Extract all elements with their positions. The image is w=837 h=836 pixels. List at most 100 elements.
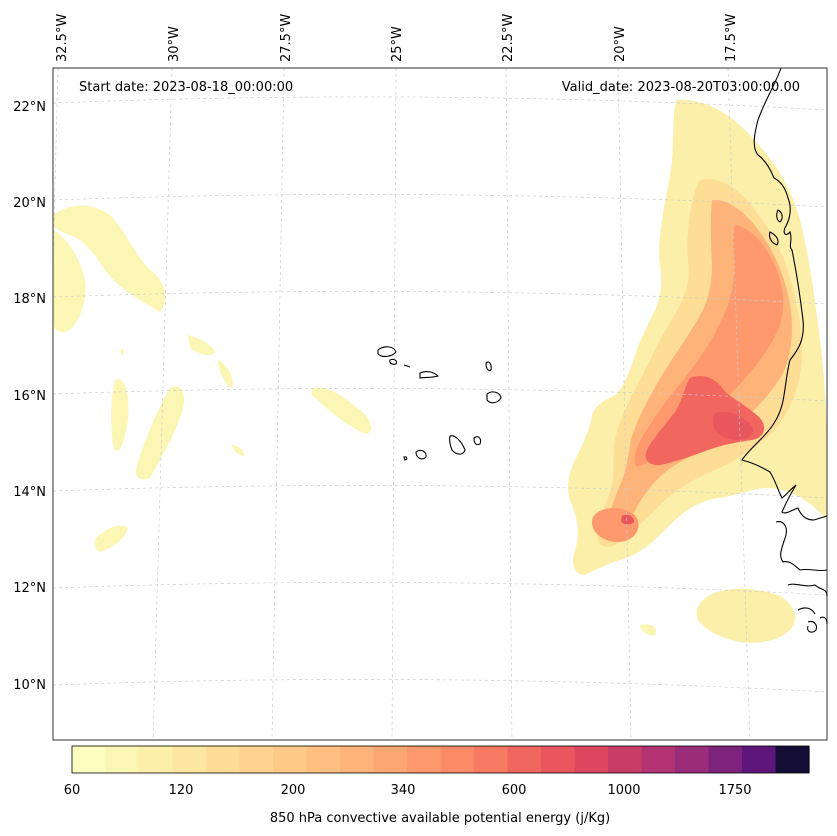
lat-label-12n: 12°N — [13, 581, 46, 596]
cape-patch-west-10 — [120, 348, 124, 356]
colorbar-ticks: 60 120 200 340 600 1000 1750 — [64, 783, 752, 798]
colorbar-swatch — [742, 746, 777, 773]
lat-label-18n: 18°N — [13, 292, 46, 307]
colorbar-tick-120: 120 — [169, 783, 194, 798]
island-sal — [485, 361, 492, 372]
cape-plume-south-2 — [640, 624, 657, 636]
colorbar-swatch — [641, 746, 676, 773]
meridian-17.5w — [727, 67, 751, 741]
meridian-27.5w — [271, 67, 285, 741]
lon-label-27.5w: 27.5°W — [279, 14, 294, 62]
coast-detail-1 — [776, 209, 783, 223]
parallel-10n — [52, 679, 828, 693]
cape-patch-west-8 — [94, 525, 128, 552]
colorbar-swatch — [507, 746, 542, 773]
meridian-32.5w — [52, 67, 59, 261]
colorbar-tick-200: 200 — [281, 783, 306, 798]
coastlines — [377, 67, 828, 633]
lat-label-22n: 22°N — [13, 100, 46, 115]
island-fogo — [415, 449, 427, 460]
cape-patch-west-2 — [53, 230, 86, 333]
colorbar-swatch — [139, 746, 174, 773]
colorbar-swatch — [105, 746, 140, 773]
cape-plume-l6b — [621, 514, 634, 525]
valid-date-label: Valid_date: 2023-08-20T03:00:00.00 — [562, 80, 800, 95]
cape-patch-west-6 — [218, 360, 233, 388]
meridian-22.5w — [505, 67, 513, 741]
colorbar-tick-1750: 1750 — [718, 783, 751, 798]
parallel-22n — [52, 96, 828, 111]
map-frame — [52, 67, 828, 741]
cape-plume-l4 — [634, 225, 784, 467]
meridian-25w — [391, 67, 397, 741]
island-boa-vista — [486, 391, 502, 404]
colorbar-swatch — [306, 746, 341, 773]
colorbar-tick-600: 600 — [502, 783, 527, 798]
colorbar-swatch — [239, 746, 274, 773]
cape-patch-west-7 — [312, 387, 372, 434]
coast-detail-2 — [768, 231, 779, 246]
cape-plume-l5 — [645, 375, 765, 466]
africa-coast-2 — [775, 521, 828, 572]
cape-plume-l6 — [713, 411, 754, 440]
colorbar-tick-340: 340 — [391, 783, 416, 798]
lat-label-10n: 10°N — [13, 678, 46, 693]
colorbar-swatch — [72, 746, 107, 773]
colorbar: 60 120 200 340 600 1000 1750 850 hPa con… — [64, 745, 810, 826]
island-santiago — [449, 435, 466, 455]
longitude-labels: 32.5°W 30°W 27.5°W 25°W 22.5°W 20°W 17.5… — [55, 14, 739, 62]
colorbar-swatches — [72, 746, 810, 773]
colorbar-swatch — [474, 746, 509, 773]
start-date-label: Start date: 2023-08-18_00:00:00 — [79, 80, 293, 95]
cape-patch-west-9 — [232, 445, 245, 456]
colorbar-swatch — [206, 746, 241, 773]
lon-label-30w: 30°W — [167, 26, 182, 62]
colorbar-tick-60: 60 — [64, 783, 81, 798]
colorbar-swatch — [608, 746, 643, 773]
parallel-12n — [52, 582, 828, 596]
colorbar-swatch — [574, 746, 609, 773]
lat-label-14n: 14°N — [13, 485, 46, 500]
parallel-18n — [52, 291, 828, 305]
island-santo-antao — [377, 346, 397, 357]
colorbar-frame — [71, 745, 810, 774]
latitude-labels: 22°N 20°N 18°N 16°N 14°N 12°N 10°N — [13, 100, 46, 693]
parallel-16n — [52, 388, 828, 402]
colorbar-swatch — [373, 746, 408, 773]
colorbar-swatch — [273, 746, 308, 773]
cape-patch-west-3 — [111, 379, 129, 451]
colorbar-swatch — [541, 746, 576, 773]
parallel-14n — [52, 485, 828, 499]
guinea-bissau-coast — [787, 583, 828, 597]
colorbar-swatch — [440, 746, 475, 773]
colorbar-swatch — [675, 746, 710, 773]
colorbar-label: 850 hPa convective available potential e… — [270, 811, 610, 826]
island-brava — [403, 456, 408, 461]
meridian-30w — [152, 67, 173, 741]
island-maio — [473, 436, 482, 446]
cape-patch-west-1 — [53, 205, 166, 312]
colorbar-swatch — [775, 746, 810, 773]
colorbar-swatch — [172, 746, 207, 773]
lat-label-16n: 16°N — [13, 389, 46, 404]
lat-label-20n: 20°N — [13, 196, 46, 211]
lon-label-20w: 20°W — [613, 26, 628, 62]
colorbar-swatch — [407, 746, 442, 773]
africa-coast — [741, 67, 828, 521]
cape-patch-west-4 — [135, 386, 185, 480]
lon-label-22.5w: 22.5°W — [501, 14, 516, 62]
cape-shading — [53, 99, 827, 643]
meridian-20w — [617, 67, 632, 741]
parallel-20n — [52, 194, 828, 208]
colorbar-tick-1000: 1000 — [607, 783, 640, 798]
colorbar-swatch — [340, 746, 375, 773]
island-santa-luzia — [403, 364, 411, 368]
island-sao-nicolau — [419, 371, 440, 379]
lon-label-17.5w: 17.5°W — [724, 14, 739, 62]
lon-label-32.5w: 32.5°W — [55, 14, 70, 62]
island-sao-vicente — [389, 358, 398, 365]
lon-label-25w: 25°W — [390, 26, 405, 62]
cape-patch-west-5 — [188, 335, 215, 356]
gridlines — [52, 67, 828, 741]
